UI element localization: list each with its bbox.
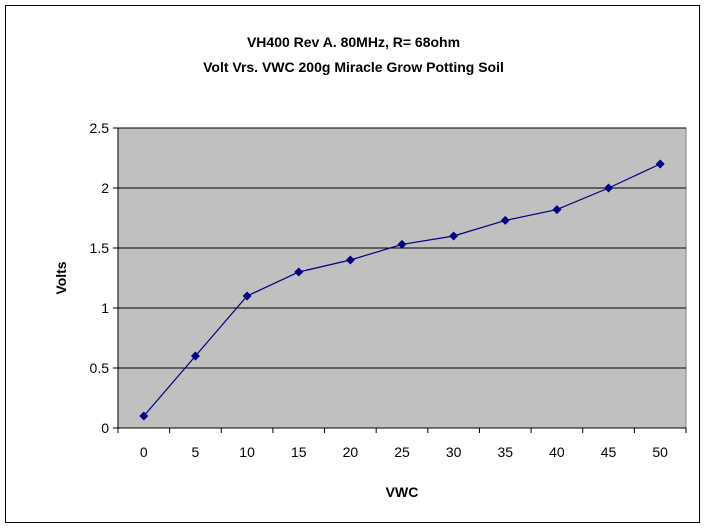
x-tick-label: 15 bbox=[291, 444, 307, 460]
series-group bbox=[139, 159, 665, 421]
x-tick-labels: 0 5 10 15 20 25 30 35 40 45 50 bbox=[140, 444, 668, 460]
data-point-marker bbox=[655, 159, 665, 169]
chart-subtitle: Volt Vrs. VWC 200g Miracle Grow Potting … bbox=[203, 59, 504, 75]
y-tick-label: 1 bbox=[101, 300, 109, 316]
x-tick-label: 10 bbox=[239, 444, 255, 460]
data-point-marker bbox=[552, 205, 562, 215]
plot-area bbox=[117, 127, 687, 429]
y-tick-label: 0.5 bbox=[90, 360, 110, 376]
x-tick-label: 40 bbox=[549, 444, 565, 460]
y-tick-label: 0 bbox=[101, 420, 109, 436]
chart-title: VH400 Rev A. 80MHz, R= 68ohm bbox=[246, 34, 461, 50]
x-axis-label: VWC bbox=[386, 484, 419, 500]
x-tick-label: 0 bbox=[140, 444, 148, 460]
y-tick-label: 1.5 bbox=[90, 240, 110, 256]
data-point-marker bbox=[500, 215, 510, 225]
axes bbox=[113, 127, 687, 433]
data-point-marker bbox=[449, 231, 459, 241]
data-point-marker bbox=[190, 351, 200, 361]
x-tick-label: 25 bbox=[394, 444, 410, 460]
x-tick-label: 30 bbox=[446, 444, 462, 460]
data-point-marker bbox=[294, 267, 304, 277]
y-tick-label: 2 bbox=[101, 180, 109, 196]
x-tick-label: 35 bbox=[497, 444, 513, 460]
y-axis-label: Volts bbox=[53, 261, 69, 294]
x-tick-label: 50 bbox=[652, 444, 668, 460]
data-point-marker bbox=[139, 411, 149, 421]
data-point-marker bbox=[345, 255, 355, 265]
y-tick-labels: 0 0.5 1 1.5 2 2.5 bbox=[90, 120, 110, 436]
x-tick-label: 45 bbox=[601, 444, 617, 460]
y-tick-label: 2.5 bbox=[90, 120, 110, 136]
data-point-marker bbox=[604, 183, 614, 193]
data-point-marker bbox=[397, 239, 407, 249]
data-point-marker bbox=[242, 291, 252, 301]
x-tick-label: 5 bbox=[192, 444, 200, 460]
x-tick-label: 20 bbox=[343, 444, 359, 460]
